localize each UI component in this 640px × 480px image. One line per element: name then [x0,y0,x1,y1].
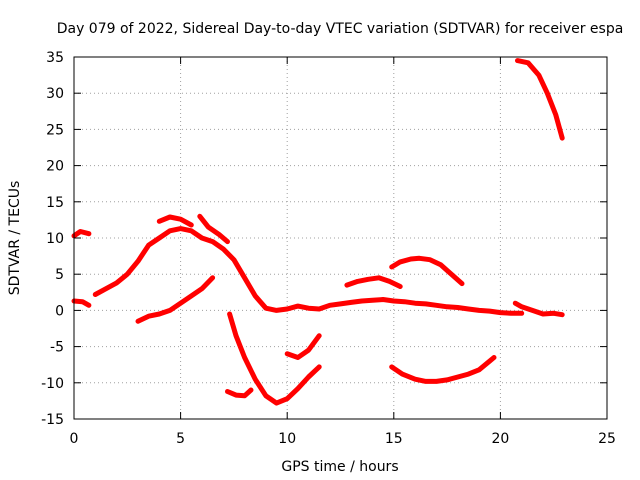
axis-ticks: 0 5 10 15 20 25 -15 -10 -5 0 5 10 15 20 25 30 35 [41,50,616,447]
series-arc-1 [71,229,92,239]
y-tick-label: 15 [46,195,64,211]
data-series [71,58,565,406]
series-arc-2 [71,298,92,308]
series-arc-4 [156,214,194,228]
x-tick-label: 5 [176,431,185,447]
series-arc-7 [227,311,322,406]
x-axis-label: GPS time / hours [281,459,398,475]
series-arc-6 [135,275,216,324]
series-arc-10 [344,275,403,289]
y-tick-label: 35 [46,50,64,66]
series-arc-13 [512,300,565,318]
y-tick-label: 5 [55,267,64,283]
x-tick-label: 10 [278,431,296,447]
series-arc-8 [225,387,254,399]
y-tick-label: 30 [46,86,64,102]
x-tick-label: 25 [598,431,616,447]
y-axis-label: SDTVAR / TECUs [7,181,23,296]
series-arc-3 [92,226,525,316]
chart-title: Day 079 of 2022, Sidereal Day-to-day VTE… [57,21,624,37]
y-tick-label: -5 [50,340,64,356]
y-tick-label: 25 [46,122,64,138]
x-tick-label: 20 [491,431,509,447]
y-tick-label: -15 [41,412,64,428]
y-tick-label: 0 [55,303,64,319]
series-arc-5 [197,213,230,245]
plot-frame [73,56,608,420]
series-arc-12 [389,355,497,384]
series-arc-9 [284,333,322,360]
grid [74,57,607,419]
y-tick-label: 20 [46,159,64,175]
series-arc-14 [515,58,565,141]
x-tick-label: 15 [385,431,403,447]
y-tick-label: 10 [46,231,64,247]
y-tick-label: -10 [41,376,64,392]
x-tick-label: 0 [70,431,79,447]
series-arc-11 [389,255,465,287]
